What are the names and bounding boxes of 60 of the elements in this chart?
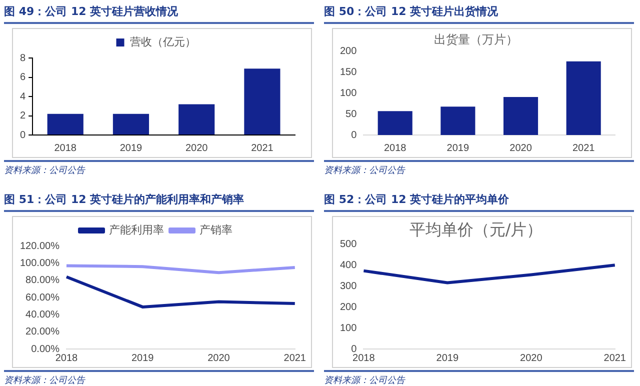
x-tick-label: 2021 (604, 352, 626, 364)
x-tick-label: 2020 (520, 352, 543, 364)
chart-subtitle: 出货量（万片） (434, 32, 518, 46)
y-tick-label: 0 (351, 344, 358, 355)
chart-title: 图 51：公司 12 英寸硅片的产能利用率和产销率 (4, 190, 314, 212)
chart-title: 图 49：公司 12 英寸硅片营收情况 (4, 2, 314, 24)
x-tick-label: 2020 (185, 142, 208, 154)
y-tick-label: 100.00% (20, 258, 60, 269)
chart-title: 图 50：公司 12 英寸硅片出货情况 (324, 2, 634, 24)
x-tick-label: 2018 (384, 142, 407, 154)
x-tick-label: 2019 (131, 352, 154, 364)
bar (47, 114, 84, 134)
chart-title: 图 52：公司 12 英寸硅片的平均单价 (324, 190, 634, 212)
y-tick-label: 120.00% (20, 240, 60, 252)
y-tick-label: 80.00% (26, 275, 60, 286)
legend-label: 营收（亿元） (130, 35, 196, 48)
x-tick-label: 2020 (510, 142, 532, 154)
y-tick-label: 40.00% (26, 309, 60, 320)
text: 资料来源：公司公告 (4, 160, 314, 177)
text: 资料来源：公司公告 (324, 160, 634, 177)
y-tick-label: 0 (351, 130, 358, 141)
x-tick-label: 2019 (436, 352, 459, 364)
y-tick-label: 0 (20, 130, 26, 141)
bar (503, 96, 538, 135)
x-tick-label: 2021 (251, 142, 274, 154)
y-tick-label: 500 (340, 238, 358, 250)
y-tick-label: 100 (340, 88, 358, 99)
y-tick-label: 2 (20, 110, 26, 122)
bar (244, 68, 280, 134)
legend-label: 产销率 (200, 223, 232, 236)
x-tick-label: 2021 (572, 142, 596, 154)
bar (178, 104, 215, 134)
y-tick-label: 300 (340, 280, 358, 292)
x-tick-label: 2018 (54, 142, 77, 154)
bar (378, 111, 412, 135)
y-tick-label: 50 (346, 108, 358, 120)
text: 资料来源：公司公告 (4, 370, 314, 386)
x-tick-label: 2018 (352, 352, 376, 364)
x-tick-label: 2019 (446, 142, 470, 154)
x-tick-label: 2019 (120, 142, 143, 154)
y-tick-label: 150 (340, 67, 358, 78)
y-tick-label: 8 (20, 52, 26, 64)
y-tick-label: 20.00% (26, 326, 60, 338)
y-tick-label: 200 (340, 46, 358, 58)
legend-label: 产能利用率 (109, 223, 164, 236)
x-tick-label: 2018 (55, 352, 78, 364)
y-tick-label: 6 (20, 72, 26, 83)
y-tick-label: 4 (20, 91, 26, 102)
y-tick-label: 60.00% (26, 292, 60, 304)
y-tick-label: 200 (340, 302, 358, 313)
x-tick-label: 2020 (208, 352, 230, 364)
chart-subtitle: 平均单价（元/片） (409, 220, 543, 239)
bar (566, 61, 601, 135)
y-tick-label: 100 (340, 322, 358, 334)
text: 资料来源：公司公告 (324, 370, 634, 386)
bar (112, 114, 150, 134)
x-tick-label: 2021 (284, 352, 306, 364)
y-tick-label: 0.00% (31, 344, 60, 355)
bar (440, 106, 476, 135)
y-tick-label: 400 (340, 260, 358, 271)
